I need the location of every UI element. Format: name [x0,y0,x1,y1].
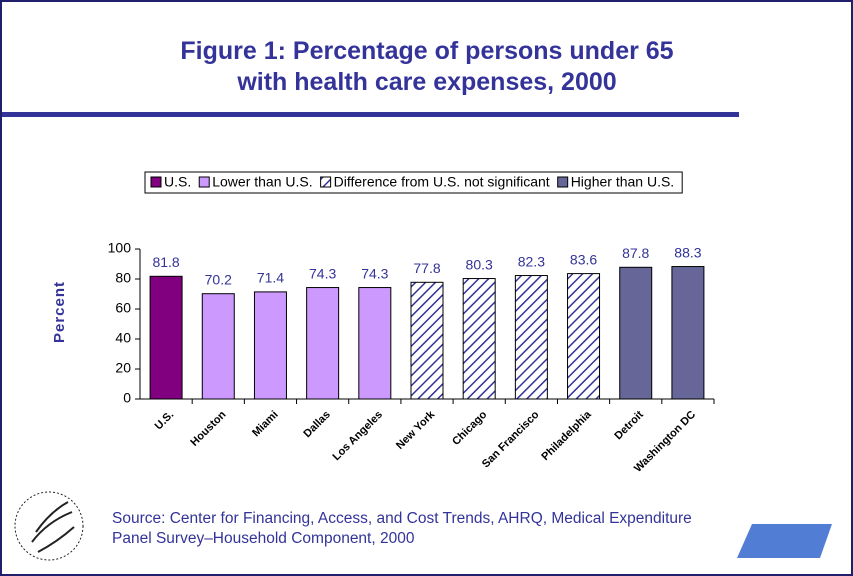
x-tick-label: Philadelphia [539,408,594,463]
x-tick-label: Chicago [450,409,489,448]
y-tick-label: 40 [115,330,131,346]
bar [567,273,601,400]
legend-swatch [198,176,210,188]
legend: U.S. Lower than U.S. Difference from U.S. … [144,171,683,194]
legend-swatch [320,176,332,188]
legend-label: Difference from U.S. not significant [334,174,550,190]
hhs-logo [14,491,84,561]
bar [462,278,496,400]
y-tick-label: 100 [108,240,132,256]
legend-label: Lower than U.S. [212,174,312,190]
data-label: 87.8 [622,245,649,261]
y-tick-label: 20 [115,360,131,376]
legend-box [144,171,683,194]
legend-swatch [150,176,162,188]
bar [149,275,183,400]
ahrq-logo [737,524,832,558]
legend-swatch [557,176,569,188]
x-tick-label: Miami [250,409,281,440]
data-label: 77.8 [413,260,440,276]
bar [619,266,653,400]
bar [514,275,548,400]
legend-label: Higher than U.S. [571,174,675,190]
data-label: 74.3 [361,265,388,281]
y-axis-label: Percent [51,281,68,343]
bar [201,293,235,400]
bar [671,266,705,400]
y-tick-label: 80 [115,270,131,286]
bar [358,287,392,400]
data-label: 71.4 [257,270,284,286]
data-label: 82.3 [518,253,545,269]
title-rule [2,112,739,117]
x-tick-label: Houston [188,408,228,448]
bar [253,291,287,400]
x-tick-label: San Francisco [480,408,542,470]
data-label: 80.3 [466,256,493,272]
x-tick-label: Dallas [301,409,332,440]
bar [306,287,340,400]
x-tick-label: U.S. [153,409,177,433]
data-label: 88.3 [674,244,701,260]
y-tick-label: 60 [115,300,131,316]
x-tick-label: New York [394,408,438,452]
bar [410,281,444,400]
chart-title: Figure 1: Percentage of persons under 65… [180,37,674,96]
data-label: 74.3 [309,265,336,281]
data-label: 83.6 [570,251,597,267]
legend-label: U.S. [164,174,191,190]
y-tick-label: 0 [123,390,131,406]
x-tick-label: Los Angeles [331,409,385,463]
data-label: 81.8 [152,254,179,270]
x-tick-label: Detroit [612,408,646,442]
source-note: Source: Center for Financing, Access, an… [112,510,692,547]
data-label: 70.2 [205,271,232,287]
